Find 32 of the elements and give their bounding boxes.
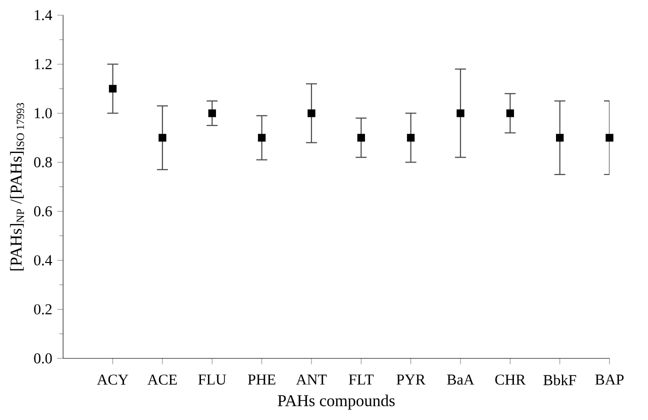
point: [108, 85, 117, 93]
point: [158, 134, 166, 142]
x-tick-label: BAP: [595, 374, 624, 385]
y-tick-label: 1.0: [34, 108, 52, 119]
y-tick-label: 1.4: [34, 10, 52, 20]
x-tick-label: FLU: [198, 374, 226, 385]
x-tick-label: FLT: [348, 374, 374, 385]
point: [506, 110, 514, 118]
point: [258, 134, 266, 142]
x-tick-label: ACY: [96, 374, 128, 385]
x-tick-label: ANT: [296, 374, 327, 385]
point: [606, 134, 614, 142]
y-tick-label: 1.2: [34, 59, 52, 70]
x-tick-label: ACE: [147, 374, 177, 385]
x-tick-label: PYR: [396, 374, 426, 385]
y-tick-label: 0.0: [34, 353, 52, 364]
point: [406, 134, 415, 142]
point: [556, 134, 564, 142]
point: [308, 110, 316, 118]
point: [357, 134, 365, 142]
point: [208, 110, 216, 118]
y-tick-label: 0.8: [34, 157, 52, 168]
y-axis-title: [PAHs]$_{NP}$ /[PAHs]$_{ISO 17993}$: [10, 103, 24, 271]
x-tick-label: PHE: [248, 374, 276, 385]
y-tick-label: 0.4: [34, 255, 52, 266]
x-axis-title: PAHs compounds: [278, 394, 395, 410]
y-tick-label: 0.6: [34, 206, 52, 217]
x-tick-label: CHR: [495, 374, 526, 385]
x-tick-label: BaA: [447, 374, 474, 385]
y-tick-label: 0.2: [34, 304, 52, 315]
x-tick-label: BbkF: [543, 374, 576, 386]
point: [456, 110, 464, 118]
